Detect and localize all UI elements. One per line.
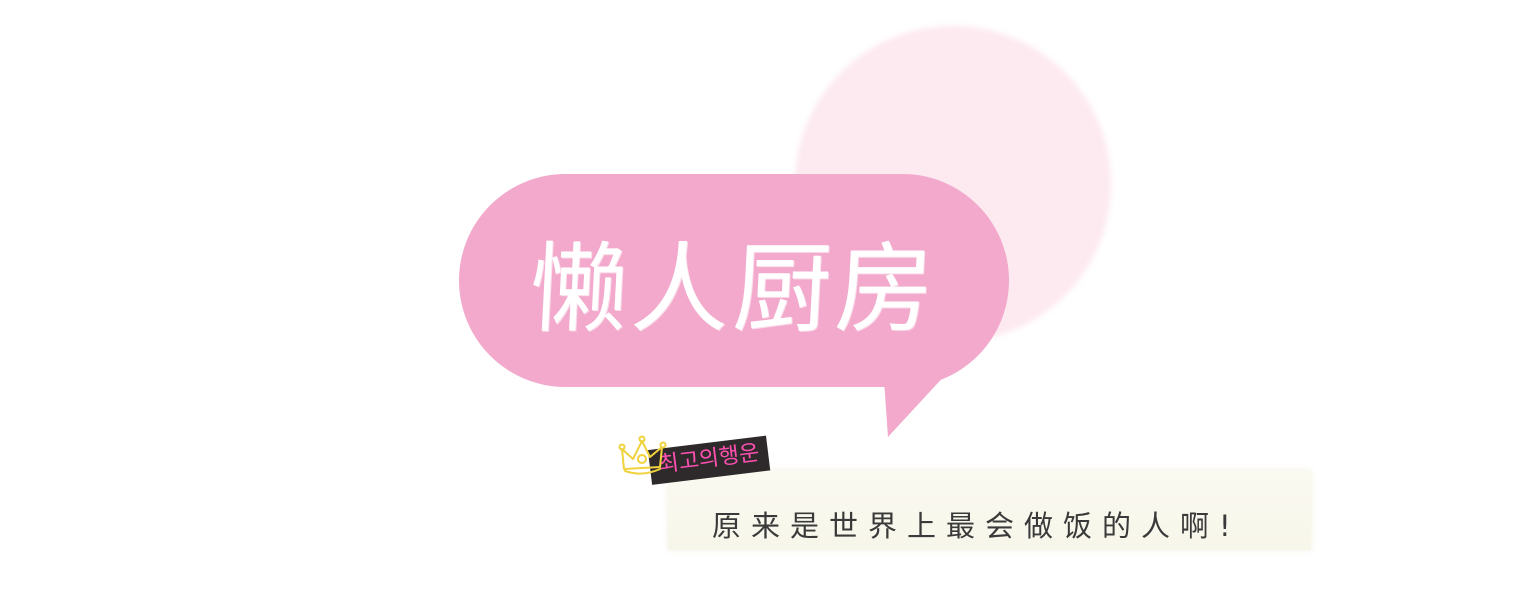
caption-text: 原来是世界上最会做饭的人啊! <box>712 509 1241 543</box>
banner-title: 懒人厨房 <box>526 232 941 347</box>
speech-bubble <box>459 174 1009 387</box>
caption-strip <box>668 470 1311 550</box>
crown-icon <box>618 435 667 475</box>
